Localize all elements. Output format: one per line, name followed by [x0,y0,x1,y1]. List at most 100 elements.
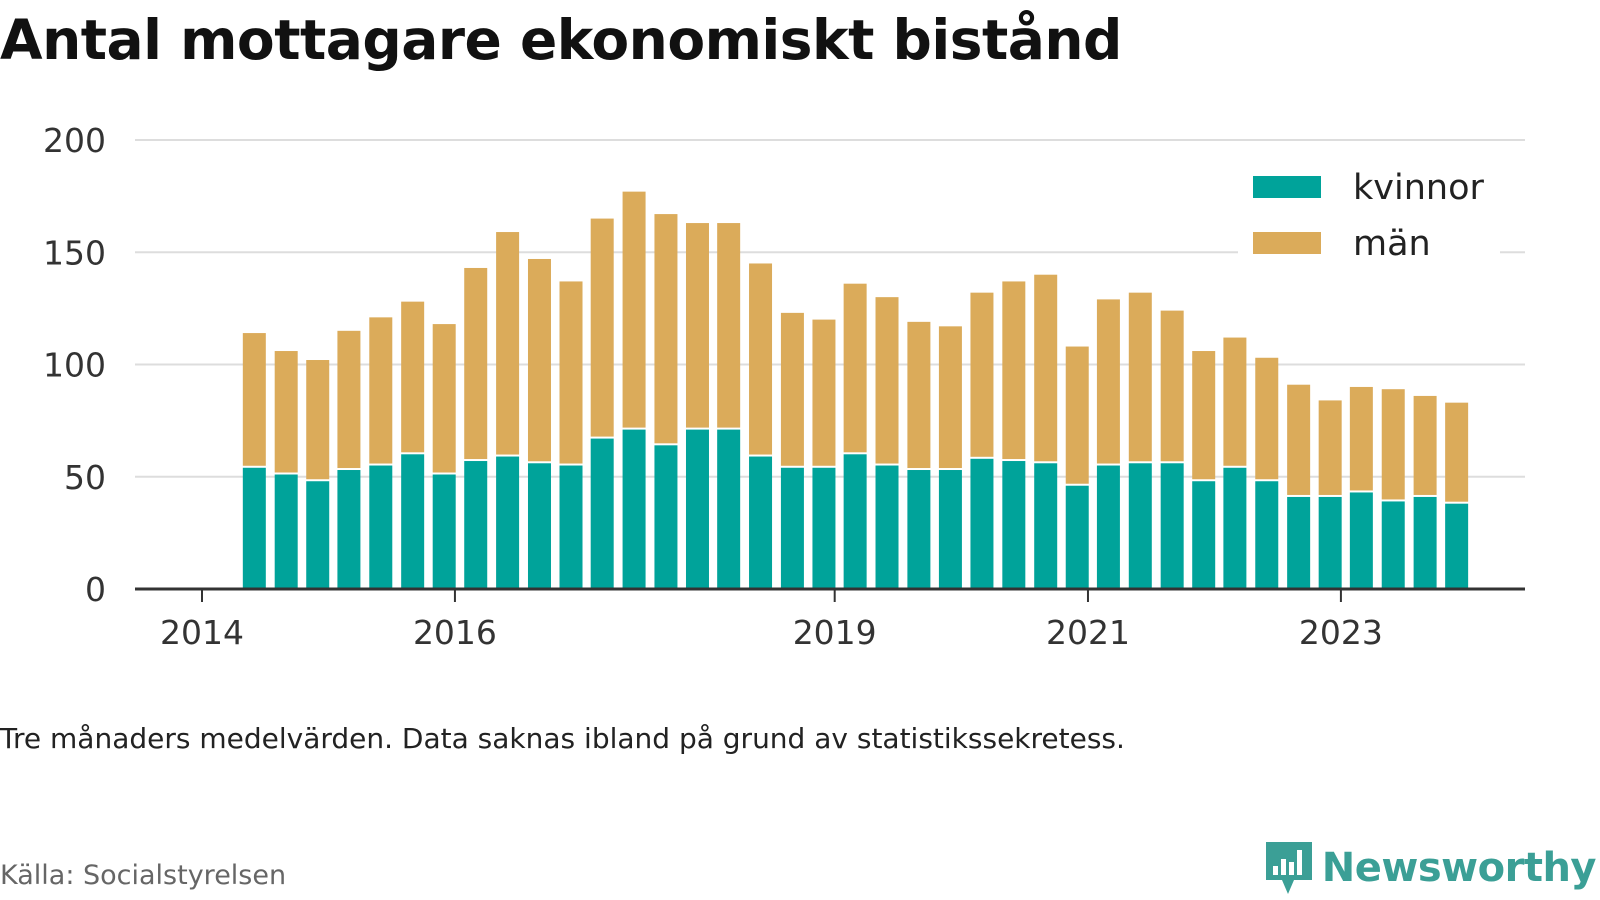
bar-kvinnor [654,445,678,589]
bar-man [1381,389,1405,500]
bar-man [242,333,266,466]
bar-kvinnor [1318,496,1342,589]
bar-kvinnor [306,481,330,589]
bar-man [1160,310,1184,462]
bars [242,191,1469,589]
x-tick-label: 2019 [793,613,877,652]
bar-kvinnor [812,467,836,589]
bar-man [1096,299,1120,464]
bar-man [369,317,393,464]
bar-chart: 0 50 100 150 200 2014 2016 2019 2021 2023 kvinno… [43,121,1525,652]
bar-man [717,223,741,428]
newsworthy-chart-icon [1265,842,1312,894]
bar-man [590,218,614,437]
bar-man [843,283,867,453]
bar-kvinnor [1381,501,1405,589]
bar-man [1349,386,1373,491]
bar-kvinnor [1192,481,1216,589]
legend-label: män [1353,224,1431,264]
bar-kvinnor [1223,467,1247,589]
bar-man [780,312,804,466]
x-tick-label: 2016 [413,613,497,652]
bar-man [875,297,899,464]
x-tick-label: 2021 [1046,613,1130,652]
bar-kvinnor [1413,496,1437,589]
bar-kvinnor [432,474,456,589]
bar-man [337,330,361,469]
bar-man [527,258,551,462]
chart-note: Tre månaders medelvärden. Data saknas ib… [0,722,1125,755]
bar-kvinnor [1034,463,1058,589]
bar-kvinnor [749,456,773,589]
bar-kvinnor [1445,503,1469,589]
bar-kvinnor [1349,492,1373,589]
bar-man [1002,281,1026,460]
bar-man [654,214,678,444]
bar-man [1065,346,1089,484]
legend-label: kvinnor [1353,168,1484,208]
bar-man [432,324,456,473]
legend-swatch [1253,232,1321,254]
bar-man [306,360,330,480]
bar-man [970,292,994,457]
bar-kvinnor [242,467,266,589]
bar-kvinnor [1096,465,1120,589]
bar-kvinnor [496,456,520,589]
bar-man [1318,400,1342,495]
bar-man [812,319,836,466]
legend: kvinnor män [1238,162,1500,272]
bar-kvinnor [907,470,931,589]
bar-kvinnor [875,465,899,589]
bar-kvinnor [685,429,709,589]
bar-man [1192,351,1216,480]
y-axis-labels: 0 50 100 150 200 [43,121,106,609]
bar-kvinnor [622,429,646,589]
bar-man [1413,395,1437,495]
bar-kvinnor [274,474,298,589]
bar-kvinnor [780,467,804,589]
bar-man [274,351,298,473]
bar-man [907,321,931,469]
bar-kvinnor [1255,481,1279,589]
bar-man [559,281,583,464]
bar-kvinnor [464,461,488,589]
bar-kvinnor [938,470,962,589]
brand-name: Newsworthy [1321,845,1597,891]
bar-kvinnor [1287,496,1311,589]
bar-kvinnor [559,465,583,589]
bar-kvinnor [843,454,867,589]
x-tick-label: 2014 [160,613,244,652]
bar-kvinnor [527,463,551,589]
bar-kvinnor [717,429,741,589]
y-tick-label: 150 [43,233,106,272]
y-tick-label: 200 [43,121,106,160]
bar-kvinnor [1160,463,1184,589]
bar-kvinnor [369,465,393,589]
bar-man [622,191,646,428]
brand-logo: Newsworthy [1264,840,1597,896]
y-tick-label: 50 [64,458,106,497]
bar-man [1445,402,1469,502]
bar-kvinnor [1128,463,1152,589]
bar-man [1255,357,1279,480]
bar-man [685,223,709,428]
source-credit: Källa: Socialstyrelsen [0,860,287,891]
bar-kvinnor [401,454,425,589]
bar-kvinnor [1065,485,1089,589]
y-tick-label: 0 [85,570,106,609]
bar-man [1223,337,1247,466]
bar-man [938,326,962,469]
bar-man [749,263,773,455]
y-tick-label: 100 [43,346,106,385]
bar-man [1034,274,1058,462]
chart-title: Antal mottagare ekonomiskt bistånd [0,8,1122,72]
bar-kvinnor [1002,461,1026,589]
x-tick-label: 2023 [1299,613,1383,652]
bar-man [401,301,425,453]
bar-kvinnor [337,470,361,589]
bar-man [496,232,520,455]
bar-man [1128,292,1152,462]
bar-kvinnor [970,458,994,589]
bar-man [464,267,488,460]
x-axis: 2014 2016 2019 2021 2023 [135,587,1525,652]
